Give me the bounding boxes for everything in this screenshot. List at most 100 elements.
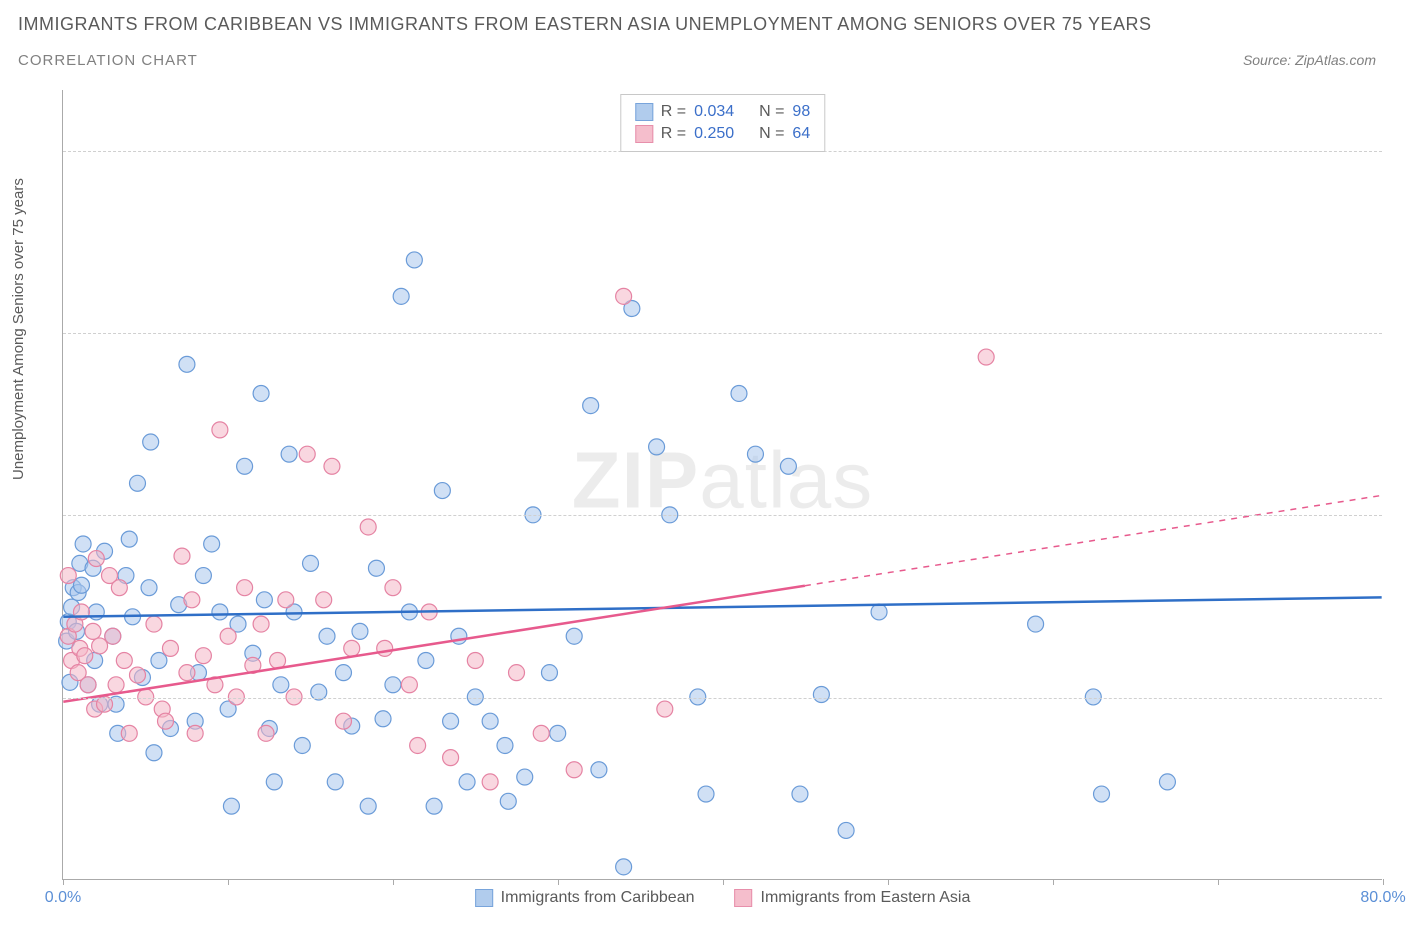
swatch-caribbean (475, 889, 493, 907)
data-point-caribbean (223, 798, 239, 814)
data-point-eastern_asia (121, 725, 137, 741)
x-tick (1053, 879, 1054, 885)
y-tick-label: 30.0% (1394, 142, 1406, 160)
source-prefix: Source: (1243, 52, 1295, 68)
legend-item-eastern-asia: Immigrants from Eastern Asia (735, 889, 971, 907)
x-tick (393, 879, 394, 885)
y-tick-label: 7.5% (1394, 689, 1406, 707)
data-point-caribbean (1028, 616, 1044, 632)
legend-N-label: N = (759, 101, 784, 123)
data-point-caribbean (75, 536, 91, 552)
data-point-caribbean (352, 623, 368, 639)
data-point-caribbean (266, 774, 282, 790)
data-point-eastern_asia (237, 580, 253, 596)
data-point-eastern_asia (108, 677, 124, 693)
data-point-eastern_asia (410, 737, 426, 753)
data-point-caribbean (212, 604, 228, 620)
data-point-caribbean (327, 774, 343, 790)
x-tick (558, 879, 559, 885)
data-point-eastern_asia (401, 677, 417, 693)
data-point-caribbean (792, 786, 808, 802)
data-point-caribbean (294, 737, 310, 753)
data-point-eastern_asia (270, 653, 286, 669)
data-point-caribbean (360, 798, 376, 814)
data-point-eastern_asia (344, 640, 360, 656)
data-point-eastern_asia (443, 750, 459, 766)
y-axis-label: Unemployment Among Seniors over 75 years (10, 178, 27, 480)
data-point-eastern_asia (978, 349, 994, 365)
data-point-eastern_asia (278, 592, 294, 608)
data-point-eastern_asia (92, 638, 108, 654)
data-point-eastern_asia (146, 616, 162, 632)
data-point-eastern_asia (335, 713, 351, 729)
data-point-caribbean (141, 580, 157, 596)
x-tick (1383, 879, 1384, 885)
data-point-caribbean (838, 822, 854, 838)
grid-line (63, 698, 1382, 699)
data-point-caribbean (517, 769, 533, 785)
legend-R-value-eastern-asia: 0.250 (694, 123, 734, 145)
data-point-caribbean (303, 555, 319, 571)
data-point-eastern_asia (220, 628, 236, 644)
data-point-caribbean (780, 458, 796, 474)
data-point-caribbean (335, 665, 351, 681)
data-point-eastern_asia (657, 701, 673, 717)
data-point-caribbean (281, 446, 297, 462)
trend-line-dashed-eastern_asia (805, 495, 1382, 585)
data-point-caribbean (500, 793, 516, 809)
data-point-eastern_asia (105, 628, 121, 644)
data-point-caribbean (146, 745, 162, 761)
legend-correlation-box: R = 0.034 N = 98 R = 0.250 N = 64 (620, 94, 825, 152)
data-point-eastern_asia (566, 762, 582, 778)
data-point-eastern_asia (174, 548, 190, 564)
x-tick (888, 879, 889, 885)
data-point-eastern_asia (130, 667, 146, 683)
x-tick (1218, 879, 1219, 885)
data-point-caribbean (179, 356, 195, 372)
data-point-caribbean (368, 560, 384, 576)
data-point-caribbean (434, 483, 450, 499)
data-point-caribbean (1094, 786, 1110, 802)
legend-R-value-caribbean: 0.034 (694, 101, 734, 123)
data-point-eastern_asia (324, 458, 340, 474)
y-tick-label: 15.0% (1394, 506, 1406, 524)
data-point-eastern_asia (179, 665, 195, 681)
data-point-caribbean (583, 398, 599, 414)
data-point-eastern_asia (212, 422, 228, 438)
legend-row-eastern-asia: R = 0.250 N = 64 (635, 123, 810, 145)
legend-N-value-eastern-asia: 64 (792, 123, 810, 145)
data-point-caribbean (256, 592, 272, 608)
data-point-eastern_asia (509, 665, 525, 681)
data-point-caribbean (482, 713, 498, 729)
data-point-eastern_asia (158, 713, 174, 729)
data-point-eastern_asia (184, 592, 200, 608)
data-point-caribbean (319, 628, 335, 644)
data-point-caribbean (406, 252, 422, 268)
data-point-eastern_asia (77, 648, 93, 664)
source-name: ZipAtlas.com (1295, 52, 1376, 68)
data-point-eastern_asia (385, 580, 401, 596)
data-point-caribbean (649, 439, 665, 455)
chart-subtitle: CORRELATION CHART (18, 52, 198, 69)
data-point-caribbean (375, 711, 391, 727)
data-point-eastern_asia (258, 725, 274, 741)
x-tick (228, 879, 229, 885)
data-point-caribbean (616, 859, 632, 875)
data-point-caribbean (143, 434, 159, 450)
legend-R-label: R = (661, 101, 686, 123)
data-point-eastern_asia (88, 551, 104, 567)
data-point-caribbean (121, 531, 137, 547)
data-point-eastern_asia (111, 580, 127, 596)
data-point-caribbean (698, 786, 714, 802)
swatch-eastern-asia (735, 889, 753, 907)
data-point-caribbean (871, 604, 887, 620)
data-point-eastern_asia (533, 725, 549, 741)
data-point-caribbean (73, 577, 89, 593)
data-point-caribbean (237, 458, 253, 474)
grid-line (63, 515, 1382, 516)
data-point-caribbean (151, 653, 167, 669)
data-point-eastern_asia (195, 648, 211, 664)
data-point-caribbean (130, 475, 146, 491)
data-point-eastern_asia (467, 653, 483, 669)
legend-row-caribbean: R = 0.034 N = 98 (635, 101, 810, 123)
